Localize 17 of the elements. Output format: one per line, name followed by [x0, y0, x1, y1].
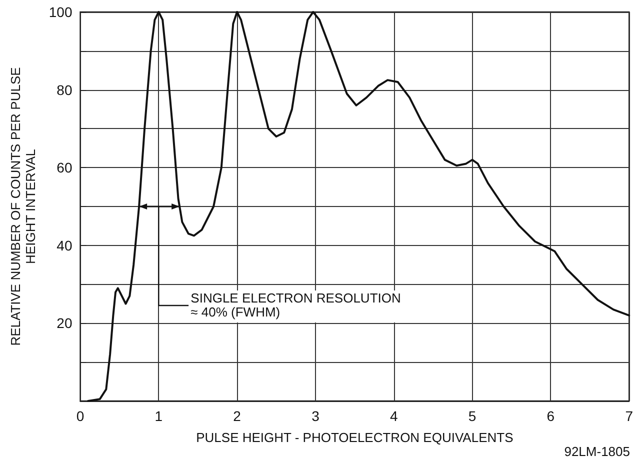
- x-tick-label: 5: [468, 408, 476, 424]
- y-tick-label: 40: [56, 237, 72, 254]
- y-tick-label: 80: [56, 82, 72, 98]
- x-tick-label: 4: [390, 408, 398, 424]
- annotation: SINGLE ELECTRON RESOLUTION ≈ 40% (FWHM): [190, 290, 401, 320]
- x-tick-label: 3: [312, 408, 320, 424]
- y-axis-title: RELATIVE NUMBER OF COUNTS PER PULSE HEIGHT INTERVAL: [8, 66, 38, 346]
- y-tick-label: 20: [56, 315, 72, 332]
- x-axis-title: PULSE HEIGHT - PHOTOELECTRON EQUIVALENTS: [196, 430, 514, 445]
- x-tick-label: 6: [546, 408, 555, 424]
- x-tick-label: 7: [625, 408, 634, 424]
- x-tick-label: 1: [154, 408, 163, 424]
- x-tick-label: 2: [233, 408, 242, 424]
- text: 92LM-1805: [564, 444, 630, 459]
- x-tick-label: 0: [76, 408, 84, 424]
- y-tick-label: 100: [48, 4, 72, 20]
- y-tick-label: 60: [56, 160, 72, 176]
